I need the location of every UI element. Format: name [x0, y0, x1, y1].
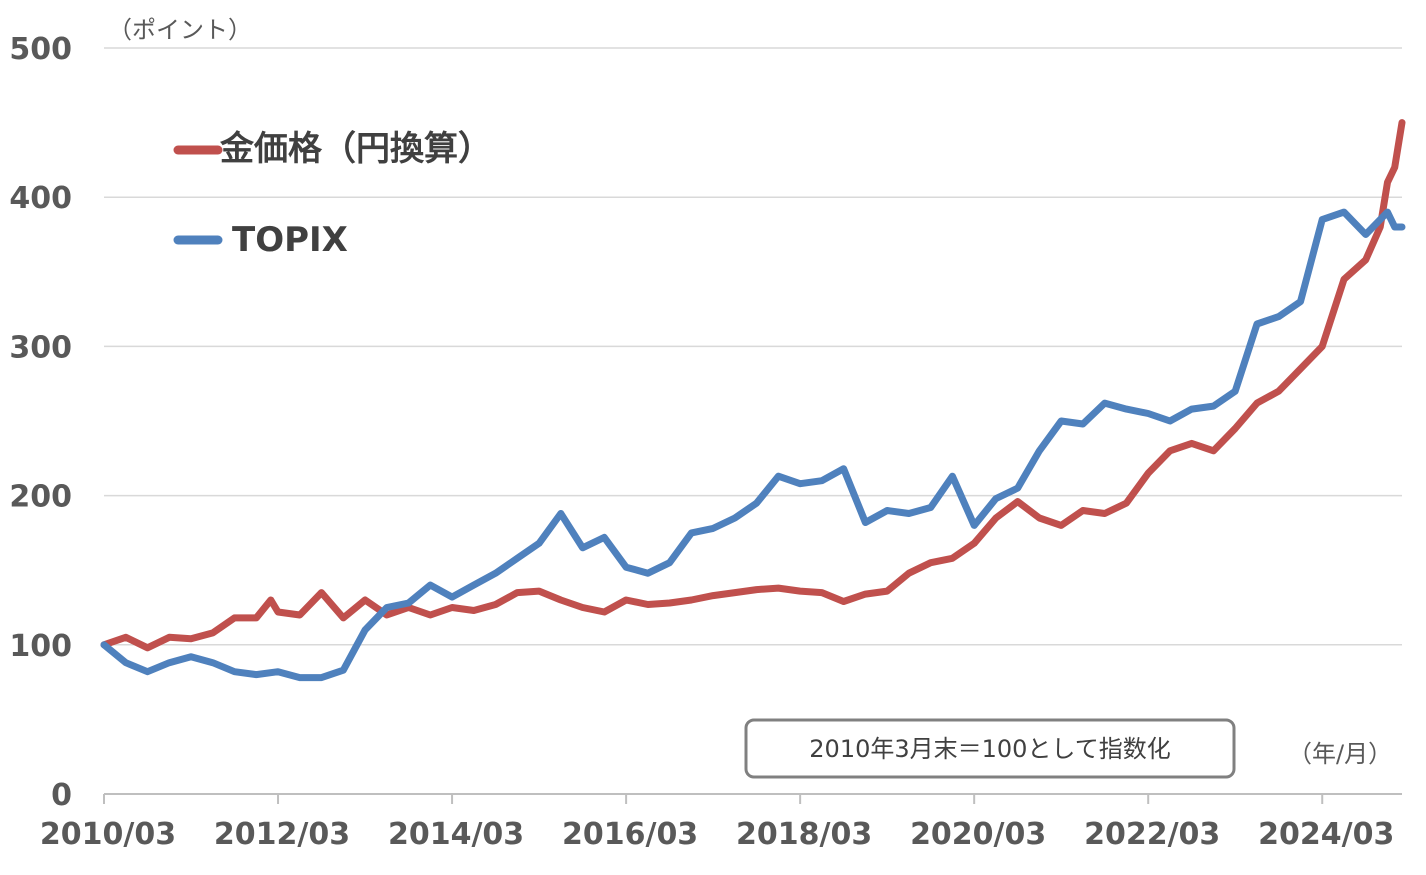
note-text: 2010年3月末＝100として指数化: [809, 735, 1170, 763]
axis-layer: 0 100 200 300 400 500 2010/03 2012/03 2014/03 201…: [9, 32, 1402, 852]
x-unit-label: （年/月）: [1288, 740, 1392, 768]
note-box-border: [744, 718, 1236, 779]
series-layer: [100, 119, 1406, 682]
y-tick-label: 300: [9, 330, 72, 365]
legend: 金価格（円換算） TOPIX: [173, 129, 492, 260]
x-tick-label: 2010/03: [40, 817, 176, 852]
note-box: 2010年3月末＝100として指数化: [744, 718, 1236, 779]
legend-label-topix: TOPIX: [232, 220, 348, 260]
x-tick-label: 2014/03: [388, 817, 524, 852]
y-tick-label: 200: [9, 480, 72, 515]
x-tick-label: 2020/03: [910, 817, 1046, 852]
grid-layer: [104, 47, 1402, 646]
y-tick-label: 400: [9, 181, 72, 216]
x-tick-label: 2018/03: [736, 817, 872, 852]
legend-label-gold: 金価格（円換算）: [219, 129, 492, 169]
x-tick-label: 2022/03: [1084, 817, 1220, 852]
series-line-topix: [100, 208, 1406, 682]
y-tick-label: 100: [9, 629, 72, 664]
x-tick-label: 2016/03: [562, 817, 698, 852]
x-tick-label: 2024/03: [1258, 817, 1394, 852]
y-tick-label: 500: [9, 32, 72, 67]
series-line-gold: [100, 119, 1406, 652]
y-unit-label: （ポイント）: [108, 16, 252, 44]
x-tick-label: 2012/03: [214, 817, 350, 852]
y-tick-label: 0: [51, 778, 72, 813]
